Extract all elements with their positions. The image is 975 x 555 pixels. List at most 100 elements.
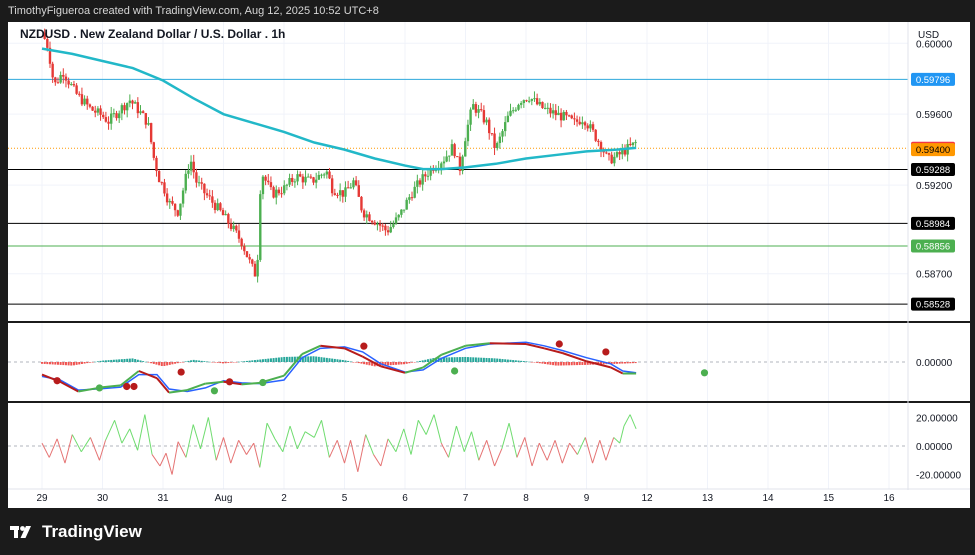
indicator-line-segment xyxy=(304,431,315,438)
histogram-bar xyxy=(442,357,445,362)
candle-body xyxy=(381,225,384,227)
histogram-bar xyxy=(568,362,571,366)
histogram-bar xyxy=(115,359,118,362)
time-tick-label: 29 xyxy=(36,493,48,504)
indicator-line-segment xyxy=(200,417,209,449)
candle-body xyxy=(408,197,411,200)
histogram-bar xyxy=(102,360,105,362)
candle-body xyxy=(554,110,557,116)
candle-body xyxy=(304,176,307,183)
histogram-bar xyxy=(629,362,632,364)
time-axis[interactable]: 29 30 31 Aug 2 5 6 7 8 9 12 13 14 15 16 xyxy=(36,493,895,504)
histogram-bar xyxy=(464,356,467,362)
indicator-line-segment xyxy=(159,452,167,467)
histogram-bar xyxy=(142,361,145,362)
indicator-line-segment xyxy=(282,425,291,452)
histogram-bar xyxy=(413,362,416,363)
candle-body xyxy=(94,110,97,113)
histogram-bar xyxy=(509,359,512,362)
indicator-line-segment xyxy=(516,437,526,458)
candle-body xyxy=(493,133,496,149)
histogram-bar xyxy=(458,357,461,362)
histogram-bar xyxy=(408,362,411,364)
oscillator-cross-dot xyxy=(259,378,267,387)
histogram-bar xyxy=(538,362,541,364)
chart-canvas[interactable]: 0.600000.596000.592000.587000.0000020.00… xyxy=(0,0,975,508)
candle-body xyxy=(610,154,613,164)
histogram-bar xyxy=(301,356,304,362)
histogram-bar xyxy=(581,362,584,365)
candle-body xyxy=(466,124,470,142)
candle-body xyxy=(296,174,299,182)
oscillator-cross-dot xyxy=(53,377,61,385)
oscillator-wave-segment xyxy=(344,347,364,358)
histogram-bar xyxy=(403,362,406,365)
histogram-bar xyxy=(86,362,89,364)
candle-body xyxy=(243,246,246,252)
price-tag-label: 0.59288 xyxy=(916,165,950,176)
histogram-bar xyxy=(272,358,275,362)
indicator-line-segment xyxy=(613,437,621,444)
histogram-bar xyxy=(520,360,523,362)
candle-body xyxy=(48,47,52,64)
candle-body xyxy=(557,112,560,116)
candle-body xyxy=(570,115,573,119)
histogram-bar xyxy=(344,360,347,362)
candle-body xyxy=(541,101,544,109)
histogram-bar xyxy=(216,362,219,363)
price-tag xyxy=(911,216,955,230)
indicator-line-segment xyxy=(321,420,330,458)
histogram-bar xyxy=(387,362,390,366)
histogram-bar xyxy=(293,356,296,362)
tradingview-logo[interactable]: TradingView xyxy=(10,522,142,542)
indicator-line-segment xyxy=(129,428,139,451)
oscillator-wave-segment xyxy=(59,380,79,393)
oscillator-wave-segment xyxy=(241,381,260,386)
indicator-line-segment xyxy=(440,442,450,458)
candle-body xyxy=(88,104,92,107)
candle-body xyxy=(623,149,627,155)
histogram-bar xyxy=(493,358,496,362)
candle-body xyxy=(456,156,459,158)
histogram-bar xyxy=(536,362,539,363)
histogram-bar xyxy=(283,356,286,362)
histogram-bar xyxy=(602,362,605,365)
candle-body xyxy=(591,124,595,130)
candle-body xyxy=(578,121,581,125)
histogram-bar xyxy=(309,356,312,362)
indicator-line-segment xyxy=(554,440,563,464)
indicator-line-segment xyxy=(599,440,607,461)
candle-body xyxy=(322,174,326,176)
candle-body xyxy=(283,185,286,194)
histogram-bar xyxy=(163,362,166,367)
candle-body xyxy=(288,177,291,185)
candle-body xyxy=(245,251,249,258)
attribution-text: TimothyFigueroa created with TradingView… xyxy=(8,5,379,17)
candle-body xyxy=(631,142,635,146)
candle-body xyxy=(80,94,84,105)
currency-label: USD xyxy=(918,30,939,41)
histogram-bar xyxy=(317,356,320,362)
price-tag-label: 0.58984 xyxy=(916,219,950,230)
histogram-bar xyxy=(461,357,464,362)
histogram-bar xyxy=(610,362,613,364)
candle-body xyxy=(320,174,323,176)
indicator-line-segment xyxy=(417,420,427,435)
indicator-line-segment xyxy=(192,424,201,450)
candle-body xyxy=(62,74,65,77)
indicator-line-segment xyxy=(289,425,298,450)
price-axis[interactable]: 0.60000 0.59600 0.59200 0.58700 0.00000 20.00… xyxy=(916,39,961,481)
candle-body xyxy=(46,38,49,48)
candle-body xyxy=(392,223,395,228)
candle-body xyxy=(474,104,478,113)
price-tag xyxy=(911,72,955,86)
candle-body xyxy=(546,107,549,109)
candle-body xyxy=(418,180,422,185)
oscillator-wave-segment xyxy=(489,342,527,345)
histogram-bar xyxy=(307,356,310,362)
indicator-line-segment xyxy=(144,414,153,455)
indicator-line-segment xyxy=(403,428,412,455)
histogram-bar xyxy=(184,361,187,362)
candle-body xyxy=(384,225,387,231)
candle-body xyxy=(229,223,233,230)
